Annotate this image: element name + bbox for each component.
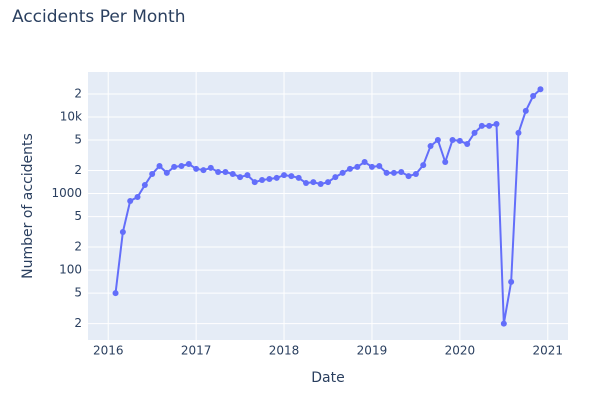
x-tick-label: 2019 bbox=[357, 344, 388, 358]
data-point bbox=[244, 172, 251, 179]
data-point bbox=[522, 107, 529, 114]
data-point bbox=[288, 173, 295, 180]
data-point bbox=[368, 163, 375, 170]
data-point bbox=[303, 180, 310, 187]
data-point bbox=[339, 169, 346, 176]
data-point bbox=[112, 290, 119, 297]
data-point bbox=[500, 320, 507, 327]
data-point bbox=[127, 197, 134, 204]
y-tick-label: 100 bbox=[59, 263, 82, 277]
data-point bbox=[515, 129, 522, 136]
data-point bbox=[134, 194, 141, 201]
y-tick-label: 10k bbox=[60, 109, 82, 123]
y-tick-label: 2 bbox=[74, 86, 82, 100]
data-point bbox=[412, 170, 419, 177]
y-tick-label: 2 bbox=[74, 240, 82, 254]
data-point bbox=[222, 169, 229, 176]
x-tick-label: 2018 bbox=[269, 344, 300, 358]
data-point bbox=[493, 120, 500, 127]
data-point bbox=[376, 162, 383, 169]
x-tick-label: 2017 bbox=[181, 344, 212, 358]
plot-background bbox=[88, 72, 568, 340]
data-point bbox=[295, 174, 302, 181]
data-point bbox=[332, 174, 339, 181]
data-point bbox=[478, 122, 485, 129]
data-point bbox=[171, 163, 178, 170]
data-point bbox=[141, 182, 148, 189]
chart-title: Accidents Per Month bbox=[12, 7, 185, 27]
data-point bbox=[156, 162, 163, 169]
data-point bbox=[237, 174, 244, 181]
x-tick-label: 2020 bbox=[445, 344, 476, 358]
data-point bbox=[456, 137, 463, 144]
data-point bbox=[281, 172, 288, 179]
data-point bbox=[420, 162, 427, 169]
data-point bbox=[163, 169, 170, 176]
data-point bbox=[405, 173, 412, 180]
data-point bbox=[178, 162, 185, 169]
data-point bbox=[449, 137, 456, 144]
y-tick-label: 1000 bbox=[51, 186, 82, 200]
data-point bbox=[266, 175, 273, 182]
x-tick-label: 2021 bbox=[533, 344, 564, 358]
data-point bbox=[486, 122, 493, 129]
data-point bbox=[398, 169, 405, 176]
data-point bbox=[251, 179, 258, 186]
data-point bbox=[508, 278, 515, 285]
data-point bbox=[346, 165, 353, 172]
data-point bbox=[185, 161, 192, 168]
data-point bbox=[390, 169, 397, 176]
data-point bbox=[273, 174, 280, 181]
data-point bbox=[310, 179, 317, 186]
data-point bbox=[259, 177, 266, 184]
data-point bbox=[119, 229, 126, 236]
data-point bbox=[427, 143, 434, 150]
data-point bbox=[464, 140, 471, 147]
data-point bbox=[361, 159, 368, 166]
y-axis-title: Number of accidents bbox=[20, 133, 36, 279]
data-point bbox=[471, 129, 478, 136]
data-point bbox=[325, 179, 331, 186]
data-point bbox=[207, 164, 214, 171]
data-point bbox=[354, 163, 361, 170]
y-tick-label: 5 bbox=[74, 286, 82, 300]
data-point bbox=[530, 92, 537, 99]
data-point bbox=[383, 169, 390, 176]
y-tick-label: 2 bbox=[74, 163, 82, 177]
data-point bbox=[193, 165, 200, 172]
data-point bbox=[434, 137, 441, 144]
x-axis-title: Date bbox=[311, 370, 344, 386]
data-point bbox=[149, 170, 156, 177]
data-point bbox=[215, 169, 222, 176]
y-tick-label: 5 bbox=[74, 133, 82, 147]
data-point bbox=[442, 159, 449, 166]
y-tick-label: 5 bbox=[74, 209, 82, 223]
x-tick-label: 2016 bbox=[93, 344, 124, 358]
data-point bbox=[537, 86, 544, 93]
y-tick-label: 2 bbox=[74, 316, 82, 330]
data-point bbox=[317, 181, 324, 188]
data-point bbox=[229, 170, 236, 177]
data-point bbox=[200, 167, 207, 174]
